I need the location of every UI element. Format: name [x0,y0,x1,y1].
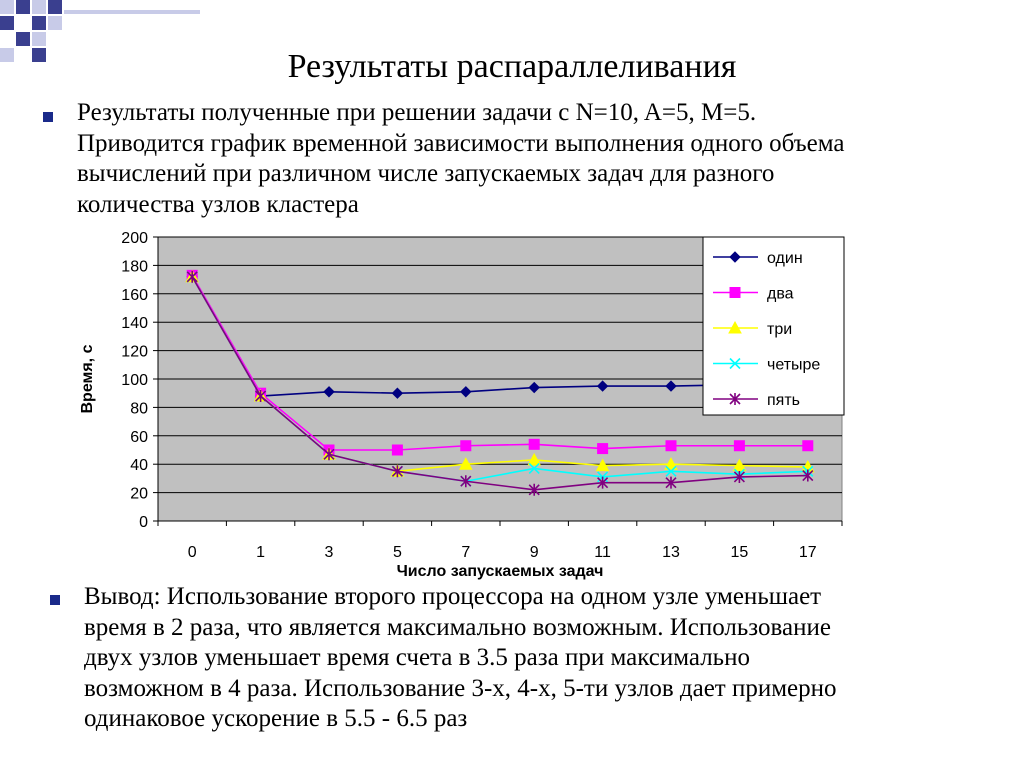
intro-line: количества узлов кластера [77,190,359,218]
data-point [528,438,540,450]
x-tick-label: 7 [461,544,470,561]
data-point [664,457,678,470]
data-point [255,390,267,403]
y-tick-label: 0 [139,514,148,531]
data-point [596,380,609,392]
x-axis-title: Число запускаемых задач [397,563,604,580]
data-point [665,476,677,489]
data-point [597,443,609,455]
intro-line: Результаты полученные при решении задачи… [77,99,757,126]
x-tick-label: 15 [731,544,749,561]
data-point [732,458,747,472]
legend-label: три [767,321,792,338]
data-point [665,465,677,477]
data-point [186,270,198,283]
x-tick-label: 11 [594,544,611,561]
legend-label: четыре [767,357,820,374]
y-tick-label: 60 [130,429,148,446]
conclusion-line: Вывод: Использование второго процессора … [84,583,822,610]
conclusion-paragraph: Вывод: Использование второго процессора … [84,582,837,735]
data-point [802,440,814,452]
y-tick-label: 200 [121,230,148,247]
y-tick-label: 20 [130,486,148,503]
x-tick-label: 0 [188,544,197,561]
legend-label: два [767,286,794,303]
conclusion-line: одинаковое ускорение в 5.5 - 6.5 раз [84,705,468,732]
intro-line: вычислений при различном числе запускаем… [77,160,775,187]
data-point [460,386,472,398]
data-point [391,444,403,456]
bullet-marker [50,595,60,605]
y-tick-label: 160 [121,287,148,304]
legend-label: пять [767,392,800,409]
series-line [191,276,808,491]
data-point [528,483,540,496]
slide-title: Результаты распараллеливания [287,48,737,85]
intro-line: Приводится график временной зависимости … [77,129,845,157]
data-point [323,386,335,398]
legend-swatch-marker [729,251,741,263]
data-point [665,440,677,452]
y-tick-label: 180 [121,258,148,275]
data-point [527,452,542,466]
y-tick-label: 100 [121,372,148,389]
data-point [460,440,472,452]
series-line [191,274,808,451]
data-point [460,475,472,488]
data-point [391,387,404,399]
y-tick-label: 40 [130,457,148,474]
data-point [458,457,473,470]
y-tick-label: 120 [121,344,148,361]
data-point [597,476,609,489]
conclusion-line: двух узлов уменьшает время счета в 3.5 р… [84,644,750,671]
legend-swatch-marker [728,320,742,334]
corner-decoration [0,0,200,62]
y-tick-label: 140 [121,315,148,332]
conclusion-line: время в 2 раза, что является максимально… [84,613,831,641]
data-point [595,458,610,472]
x-tick-label: 3 [325,544,334,561]
data-point [528,381,540,394]
data-point [323,448,335,461]
data-point [665,380,677,392]
legend-swatch-marker [729,357,741,370]
x-tick-label: 9 [530,544,539,561]
legend-label: один [767,250,803,267]
bullet-marker [43,112,53,122]
legend-swatch-marker [729,393,741,405]
conclusion-line: возможном в 4 раза. Использование 3-х, 4… [84,674,837,702]
y-axis-title: Время, с [79,344,96,413]
legend-swatch-marker [729,287,741,298]
y-tick-label: 80 [130,400,148,417]
data-point [733,440,745,452]
x-tick-label: 1 [256,544,265,561]
intro-paragraph: Результаты полученные при решении задачи… [77,98,845,220]
data-point [802,469,814,482]
data-point [528,462,540,475]
data-point [733,470,745,483]
legend-box [702,236,845,416]
x-tick-label: 17 [799,544,817,561]
x-tick-label: 5 [393,544,402,561]
data-point [391,465,403,478]
x-tick-label: 13 [662,544,680,561]
